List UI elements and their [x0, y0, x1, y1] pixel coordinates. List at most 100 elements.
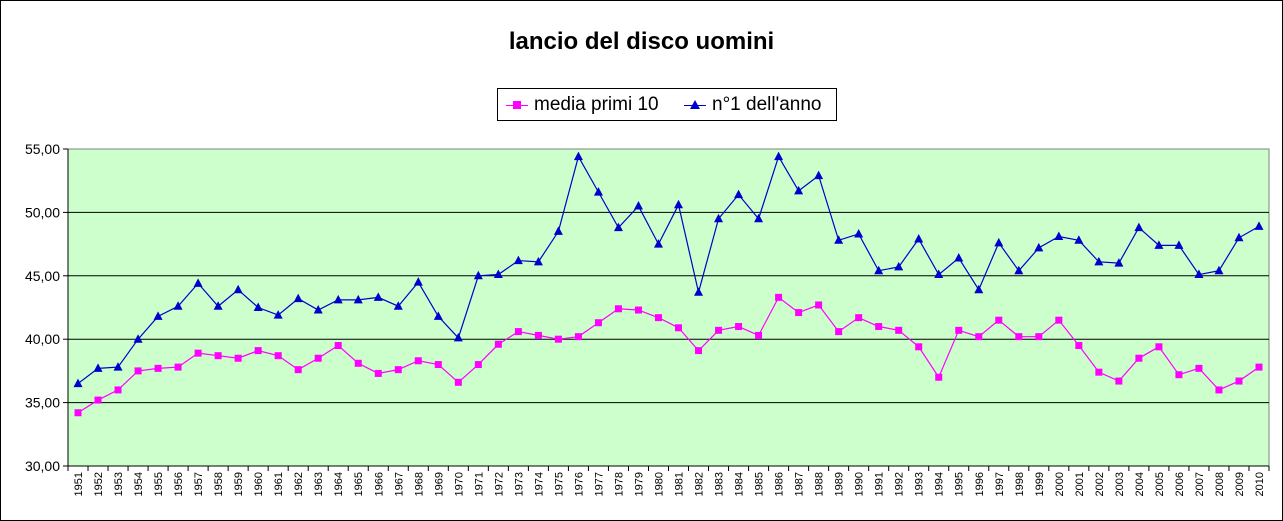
data-point-series-1	[594, 319, 602, 327]
data-point-series-2	[974, 284, 984, 294]
data-point-series-2	[894, 261, 904, 271]
data-point-series-1	[1195, 364, 1203, 372]
y-tick-label: 50,00	[25, 204, 60, 220]
x-tick-label: 1994	[934, 472, 946, 496]
x-tick-label: 1977	[593, 472, 605, 496]
chart-title: lancio del disco uomini	[508, 28, 775, 55]
x-tick-label: 1986	[774, 472, 786, 496]
x-tick-label: 1979	[633, 472, 645, 496]
x-tick-label: 2008	[1214, 472, 1226, 496]
data-point-series-1	[134, 367, 142, 375]
x-tick-label: 1987	[794, 472, 806, 496]
data-point-series-1	[454, 378, 462, 386]
x-tick-label: 1968	[413, 472, 425, 496]
data-point-series-2	[453, 332, 463, 342]
x-tick-label: 1971	[473, 472, 485, 496]
data-point-series-1	[1015, 333, 1023, 341]
data-point-series-2	[173, 301, 183, 310]
data-point-series-2	[413, 277, 423, 286]
data-point-series-2	[714, 213, 724, 223]
data-point-series-2	[1254, 221, 1264, 230]
x-tick-label: 1995	[954, 472, 966, 496]
x-tick-label: 1978	[613, 472, 625, 496]
x-tick-label: 1992	[894, 472, 906, 496]
x-tick-label: 2002	[1094, 472, 1106, 496]
data-point-series-2	[814, 170, 824, 180]
x-tick-label: 1985	[754, 472, 766, 496]
data-point-series-1	[695, 347, 703, 355]
data-point-series-1	[1035, 333, 1043, 341]
data-point-series-2	[774, 151, 784, 161]
x-tick-label: 1956	[173, 472, 185, 496]
x-tick-label: 2006	[1174, 472, 1186, 496]
data-point-series-1	[414, 357, 422, 365]
data-point-series-2	[193, 278, 203, 287]
x-tick-label: 1952	[93, 472, 105, 496]
data-point-series-1	[474, 361, 482, 369]
legend-label-series-1: media primi 10	[534, 94, 659, 115]
data-point-series-2	[1114, 258, 1124, 267]
x-tick-label: 1951	[73, 472, 85, 496]
data-point-series-2	[573, 151, 583, 161]
data-point-series-1	[875, 323, 883, 331]
data-point-series-2	[1214, 265, 1224, 275]
data-point-series-1	[314, 354, 322, 362]
x-tick-label: 1975	[553, 472, 565, 496]
x-tick-label: 1983	[714, 472, 726, 496]
data-point-series-1	[534, 331, 542, 339]
x-tick-label: 1976	[573, 472, 585, 496]
data-point-series-2	[393, 301, 403, 310]
x-tick-label: 1964	[333, 472, 345, 496]
data-point-series-2	[533, 256, 543, 266]
x-tick-label: 1961	[273, 472, 285, 496]
data-point-series-1	[775, 293, 783, 301]
data-point-series-1	[1115, 377, 1123, 385]
x-tick-label: 1954	[133, 472, 145, 496]
x-tick-label: 1955	[153, 472, 165, 496]
y-tick-label: 45,00	[25, 268, 60, 284]
chart-legend: media primi 10 n°1 dell'anno	[497, 88, 837, 121]
data-point-series-2	[734, 189, 744, 199]
data-point-series-1	[654, 314, 662, 322]
data-point-series-1	[634, 306, 642, 314]
data-point-series-2	[233, 284, 243, 294]
data-point-series-1	[895, 326, 903, 334]
x-tick-label: 1989	[834, 472, 846, 496]
x-tick-label: 1981	[674, 472, 686, 496]
y-tick-label: 55,00	[25, 141, 60, 157]
legend-marker-square-icon	[513, 101, 521, 109]
data-point-series-1	[574, 333, 582, 341]
data-point-series-2	[694, 287, 704, 296]
x-tick-label: 1972	[493, 472, 505, 496]
data-point-series-2	[1074, 235, 1084, 244]
data-point-series-1	[274, 352, 282, 360]
data-point-series-1	[94, 396, 102, 404]
data-point-series-1	[214, 352, 222, 360]
data-point-series-1	[1215, 386, 1223, 394]
x-tick-label: 2004	[1134, 472, 1146, 496]
data-point-series-2	[553, 226, 563, 235]
data-point-series-1	[194, 349, 202, 357]
x-tick-label: 1958	[213, 472, 225, 496]
data-point-series-2	[513, 255, 523, 265]
x-tick-label: 2000	[1054, 472, 1066, 496]
data-point-series-1	[554, 335, 562, 343]
legend-marker-triangle-icon	[690, 100, 700, 109]
legend-label-series-2: n°1 dell'anno	[712, 94, 822, 115]
data-point-series-2	[994, 237, 1004, 247]
data-point-series-1	[735, 323, 743, 331]
data-point-series-2	[373, 292, 383, 301]
data-point-series-2	[1134, 222, 1144, 232]
data-point-series-2	[854, 228, 864, 238]
x-tick-label: 1953	[113, 472, 125, 496]
y-tick-label: 30,00	[25, 458, 60, 474]
data-point-series-2	[93, 363, 103, 372]
x-tick-label: 1990	[854, 472, 866, 496]
x-tick-label: 1998	[1014, 472, 1026, 496]
x-tick-label: 1963	[313, 472, 325, 496]
data-point-series-1	[154, 364, 162, 372]
x-tick-label: 1988	[814, 472, 826, 496]
data-point-series-1	[835, 328, 843, 336]
data-point-series-2	[954, 253, 964, 262]
